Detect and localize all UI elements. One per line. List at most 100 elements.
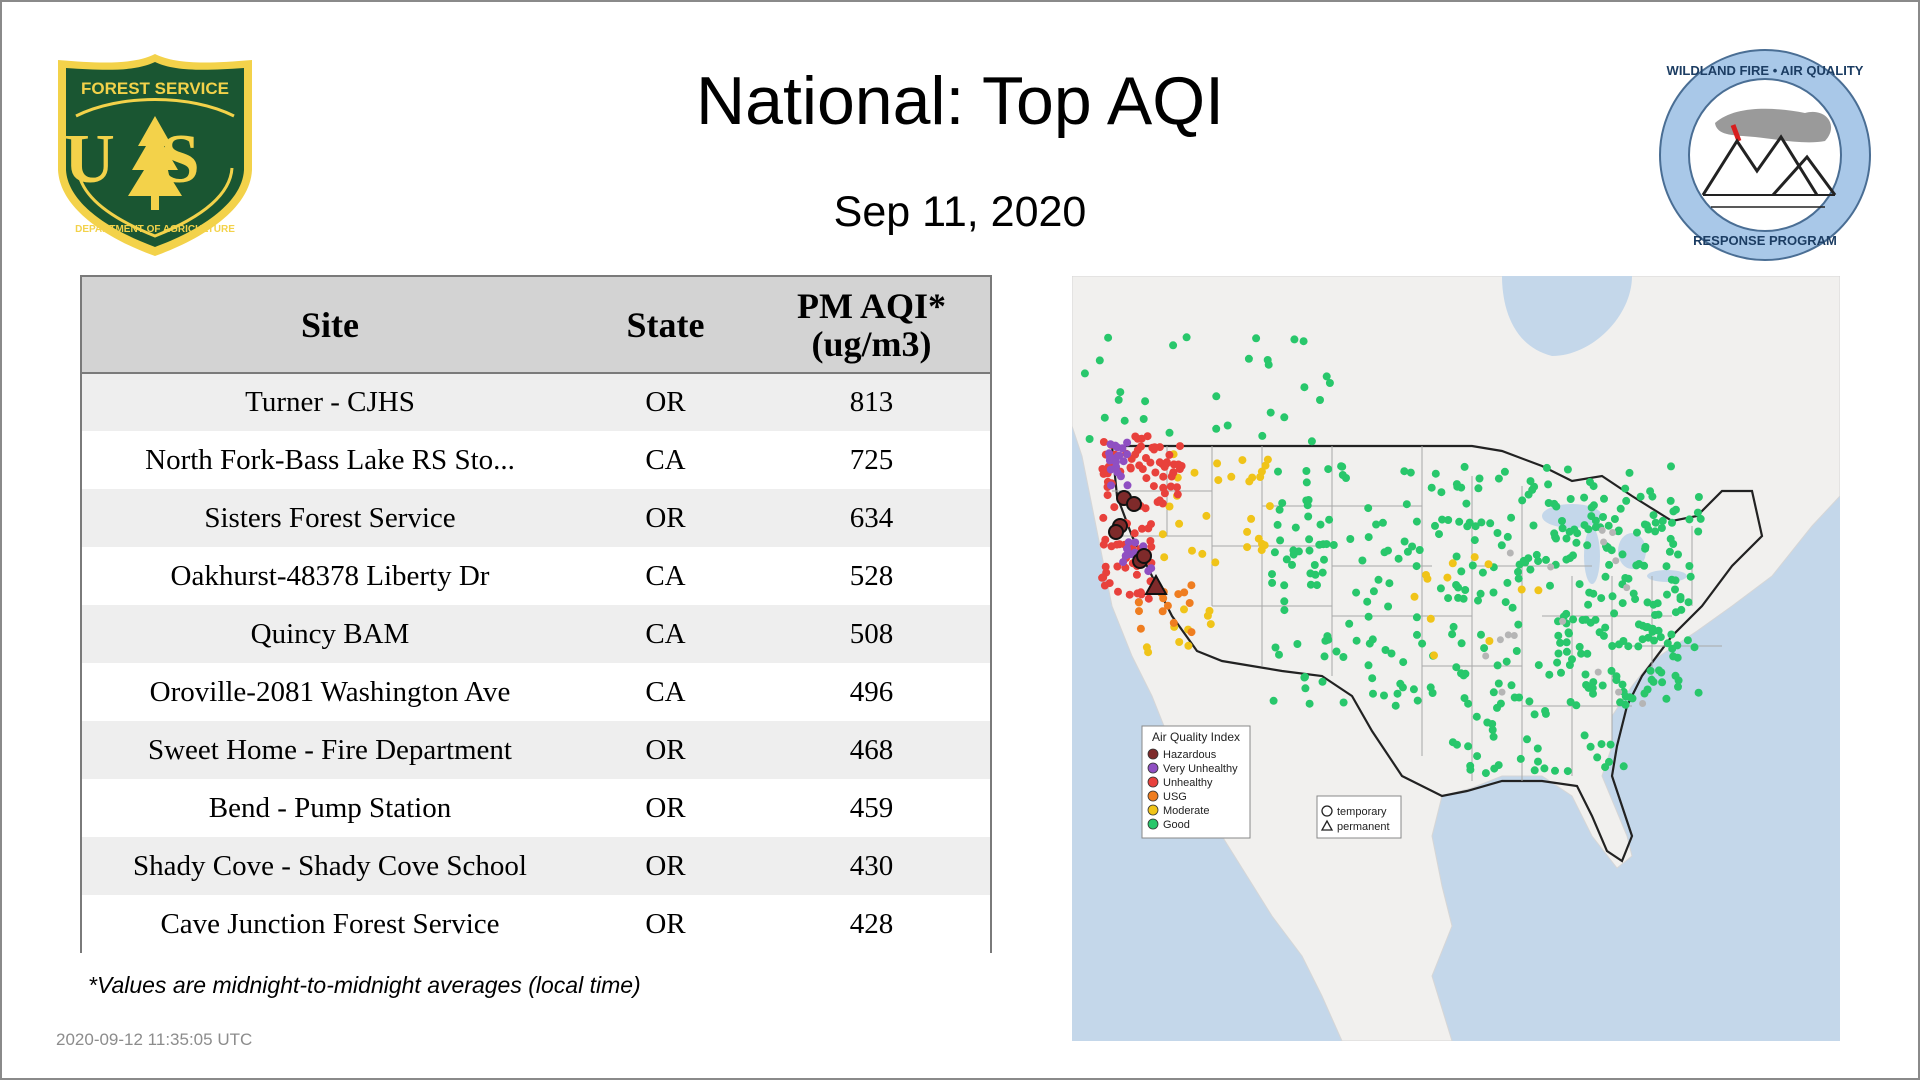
monitor-dot xyxy=(1169,618,1178,627)
monitor-dot xyxy=(1562,647,1571,656)
monitor-dot xyxy=(1671,505,1680,514)
monitor-dot xyxy=(1639,700,1647,707)
monitor-dot xyxy=(1586,742,1595,751)
generated-timestamp: 2020-09-12 11:35:05 UTC xyxy=(56,1030,253,1049)
monitor-dot xyxy=(1585,588,1594,597)
monitor-dot xyxy=(1568,655,1576,664)
monitor-dot xyxy=(1176,442,1184,451)
monitor-dot xyxy=(1198,549,1207,558)
monitor-dot xyxy=(1470,536,1479,545)
monitor-dot xyxy=(1601,763,1610,772)
monitor-dot xyxy=(1542,463,1551,472)
monitor-dot xyxy=(1544,499,1553,507)
monitor-dot xyxy=(1158,607,1167,616)
us-border xyxy=(1110,444,1764,863)
monitor-dot xyxy=(1497,541,1506,550)
header-state: State xyxy=(626,304,705,345)
monitor-dot xyxy=(1099,469,1108,478)
monitor-dot xyxy=(1534,586,1543,595)
aqi-monitor-map: Air Quality Index Hazardous Very Unhealth… xyxy=(1072,276,1840,1041)
monitor-dot xyxy=(1265,502,1274,511)
monitor-dot xyxy=(1501,598,1510,607)
lake-michigan xyxy=(1584,528,1600,584)
monitor-dot xyxy=(1621,484,1630,493)
site-cell: Sweet Home - Fire Department xyxy=(147,733,512,766)
monitor-dot xyxy=(1677,605,1686,614)
monitor-dot xyxy=(1307,437,1316,446)
monitor-dot xyxy=(1489,588,1498,597)
monitor-dot xyxy=(1299,337,1308,346)
monitor-dot xyxy=(1616,504,1625,513)
monitor-dot xyxy=(1174,460,1183,469)
monitor-dot xyxy=(1663,590,1671,599)
monitor-dot xyxy=(1166,482,1175,491)
aqi-cell: 508 xyxy=(849,617,894,650)
monitor-dot xyxy=(1490,764,1499,773)
monitor-dot xyxy=(1529,521,1538,530)
monitor-dot xyxy=(1304,512,1313,521)
monitor-dot xyxy=(1494,474,1503,483)
site-cell: Shady Cove - Shady Cove School xyxy=(133,849,527,882)
monitor-dot xyxy=(1252,334,1261,343)
monitor-dot xyxy=(1080,369,1089,378)
page-date: Sep 11, 2020 xyxy=(833,188,1087,236)
legend-swatch xyxy=(1147,748,1159,760)
monitor-dot xyxy=(1158,530,1167,539)
monitor-dot xyxy=(1566,698,1575,706)
monitor-dot xyxy=(1306,569,1315,578)
monitor-dot xyxy=(1137,442,1145,451)
monitor-dot xyxy=(1254,534,1263,543)
hudson-bay xyxy=(1502,276,1632,356)
monitor-dot xyxy=(1512,647,1521,655)
monitor-dot xyxy=(1147,564,1156,573)
monitor-dot xyxy=(1182,333,1191,342)
pine-tree-icon xyxy=(128,116,182,210)
monitor-dot xyxy=(1302,496,1311,505)
monitor-dot xyxy=(1598,526,1606,534)
monitor-dot xyxy=(1556,638,1565,647)
monitor-dot xyxy=(1526,565,1535,574)
aqi-cell: 725 xyxy=(849,443,894,476)
monitor-dot xyxy=(1322,372,1331,381)
monitor-dot xyxy=(1552,502,1561,511)
monitor-dot xyxy=(1623,584,1631,592)
monitor-dot xyxy=(1476,589,1485,598)
monitor-dot xyxy=(1324,465,1333,474)
monitor-dot xyxy=(1400,537,1409,546)
monitor-dot xyxy=(1589,482,1598,491)
monitor-dot xyxy=(1131,450,1140,459)
monitor-dot xyxy=(1412,517,1421,526)
monitor-dot xyxy=(1662,694,1671,703)
state-cell: CA xyxy=(645,443,686,476)
aqi-cell: 468 xyxy=(849,733,894,766)
footnote: *Values are midnight-to-midnight average… xyxy=(88,972,641,998)
monitor-dot xyxy=(1282,555,1291,564)
monitor-dot xyxy=(1534,661,1543,670)
legend-label: Good xyxy=(1163,819,1190,831)
monitor-dot xyxy=(1155,496,1164,505)
monitor-dot xyxy=(1306,580,1315,589)
monitor-dot xyxy=(1144,648,1153,657)
monitor-dot xyxy=(1546,581,1554,590)
monitor-dot xyxy=(1651,611,1659,619)
monitor-dot xyxy=(1116,472,1125,481)
monitor-dot xyxy=(1448,738,1457,747)
monitor-dot xyxy=(1562,555,1571,564)
monitor-dot xyxy=(1302,478,1311,487)
monitor-dot xyxy=(1136,588,1145,597)
monitor-dot xyxy=(1474,596,1482,605)
monitor-dot xyxy=(1098,573,1107,582)
monitor-dot xyxy=(1454,593,1463,602)
monitor-dot xyxy=(1444,516,1453,524)
state-cell: OR xyxy=(645,501,686,534)
monitor-dot xyxy=(1278,499,1287,508)
monitor-dot xyxy=(1591,523,1600,532)
monitor-dot xyxy=(1589,678,1598,687)
monitor-dot xyxy=(1276,536,1285,545)
monitor-dot xyxy=(1105,453,1114,461)
monitor-dot xyxy=(1107,481,1115,490)
monitor-dot xyxy=(1485,637,1494,645)
monitor-dot xyxy=(1686,572,1695,581)
monitor-dot xyxy=(1280,606,1289,615)
monitor-dot xyxy=(1530,710,1539,719)
